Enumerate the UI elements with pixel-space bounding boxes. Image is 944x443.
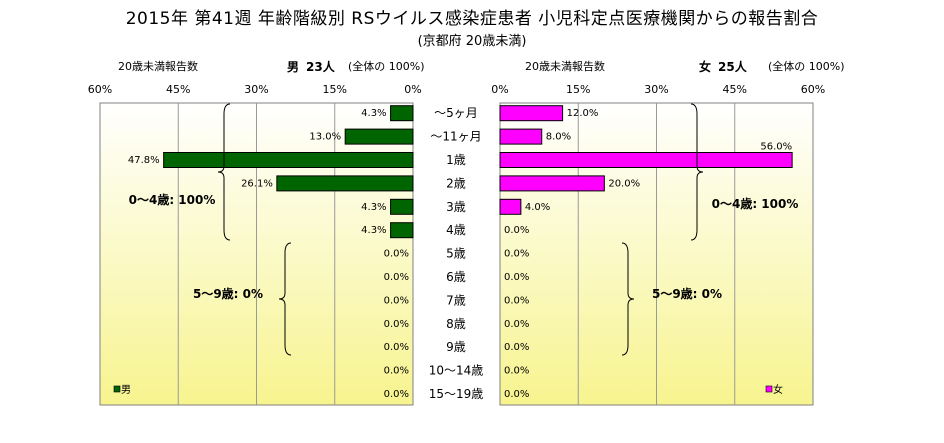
- left-header-sex: 男 23人: [287, 58, 335, 75]
- male-bar-label: 0.0%: [384, 319, 409, 330]
- category-label: 7歳: [446, 293, 466, 307]
- right-header-note: (全体の 100%): [768, 60, 845, 73]
- legend-female-label: 女: [773, 383, 783, 396]
- male-bar-label: 0.0%: [384, 366, 409, 377]
- legend-female-swatch: [765, 385, 773, 393]
- right-x-tick-label: 60%: [801, 83, 825, 96]
- male-bar-label: 4.3%: [361, 108, 386, 119]
- female-bar-label: 0.0%: [504, 249, 529, 260]
- left-sex-label: 男: [287, 60, 300, 74]
- female-bar-label: 0.0%: [504, 295, 529, 306]
- male-bar: [390, 222, 414, 239]
- male-bar-label: 0.0%: [384, 249, 409, 260]
- right-age-5-9-annotation: 5〜9歳: 0%: [652, 286, 722, 301]
- right-x-tick-label: 15%: [566, 83, 590, 96]
- category-label: 〜5ヶ月: [434, 106, 478, 120]
- right-x-tick-label: 30%: [644, 83, 668, 96]
- left-x-tick-label: 45%: [166, 83, 190, 96]
- female-bar-label: 0.0%: [504, 319, 529, 330]
- category-label: 10〜14歳: [429, 364, 484, 378]
- category-label: 15〜19歳: [429, 387, 484, 401]
- male-bar-label: 47.8%: [128, 155, 160, 166]
- left-bracket-0-4: [217, 103, 231, 241]
- legend-male-swatch: [113, 385, 121, 393]
- left-header-note: (全体の 100%): [348, 60, 425, 73]
- male-bar-label: 0.0%: [384, 272, 409, 283]
- left-x-tick-label: 15%: [323, 83, 347, 96]
- female-bar-label: 8.0%: [546, 132, 571, 143]
- male-bar: [344, 128, 414, 145]
- female-bar-label: 0.0%: [504, 389, 529, 400]
- female-bar: [499, 152, 793, 168]
- left-age-0-4-annotation: 0〜4歳: 100%: [129, 192, 216, 207]
- female-bar-label: 0.0%: [504, 272, 529, 283]
- category-label: 6歳: [446, 270, 466, 284]
- female-bar: [499, 198, 522, 215]
- female-bar-label: 0.0%: [504, 225, 529, 236]
- right-x-tick-label: 0%: [491, 83, 508, 96]
- right-age-0-4-annotation: 0〜4歳: 100%: [712, 196, 799, 211]
- female-bar-label: 4.0%: [525, 202, 550, 213]
- male-bar: [276, 175, 414, 192]
- female-bar-label: 56.0%: [760, 142, 792, 153]
- male-bar-label: 0.0%: [384, 389, 409, 400]
- right-count: 25人: [718, 60, 747, 74]
- female-bar: [499, 175, 605, 192]
- chart-subtitle: (京都府 20歳未満): [417, 34, 527, 49]
- left-header-caption: 20歳未満報告数: [118, 60, 198, 73]
- female-bar-label: 0.0%: [504, 366, 529, 377]
- category-label: 8歳: [446, 317, 466, 331]
- category-label: 1歳: [446, 153, 466, 167]
- male-bar-label: 26.1%: [241, 178, 273, 189]
- right-header-caption: 20歳未満報告数: [525, 60, 605, 73]
- male-bar: [390, 105, 414, 122]
- category-label: 9歳: [446, 340, 466, 354]
- female-bar-label: 20.0%: [608, 178, 640, 189]
- category-label: 3歳: [446, 200, 466, 214]
- category-label: 5歳: [446, 247, 466, 261]
- category-label: 2歳: [446, 176, 466, 190]
- female-bar: [499, 128, 543, 145]
- male-bar: [163, 152, 414, 168]
- category-label: 〜11ヶ月: [430, 130, 481, 144]
- legend-male-label: 男: [121, 384, 131, 396]
- right-header-sex: 女 25人: [699, 58, 747, 75]
- female-bar-label: 12.0%: [567, 108, 599, 119]
- category-label: 4歳: [446, 223, 466, 237]
- left-age-5-9-annotation: 5〜9歳: 0%: [193, 286, 263, 301]
- male-bar-label: 0.0%: [384, 342, 409, 353]
- right-bracket-5-9: [621, 242, 635, 356]
- left-count: 23人: [306, 60, 335, 74]
- left-x-tick-label: 0%: [404, 83, 421, 96]
- right-bracket-0-4: [690, 103, 704, 241]
- right-sex-label: 女: [699, 60, 712, 74]
- left-x-tick-label: 30%: [244, 83, 268, 96]
- male-bar-label: 0.0%: [384, 295, 409, 306]
- male-bar: [390, 198, 414, 215]
- male-bar-label: 4.3%: [361, 202, 386, 213]
- chart-title: 2015年 第41週 年齢階級別 RSウイルス感染症患者 小児科定点医療機関から…: [125, 9, 819, 29]
- left-bracket-5-9: [278, 242, 292, 356]
- left-x-tick-label: 60%: [88, 83, 112, 96]
- right-x-tick-label: 45%: [723, 83, 747, 96]
- female-bar: [499, 105, 564, 122]
- male-bar-label: 4.3%: [361, 225, 386, 236]
- female-bar-label: 0.0%: [504, 342, 529, 353]
- male-bar-label: 13.0%: [309, 132, 341, 143]
